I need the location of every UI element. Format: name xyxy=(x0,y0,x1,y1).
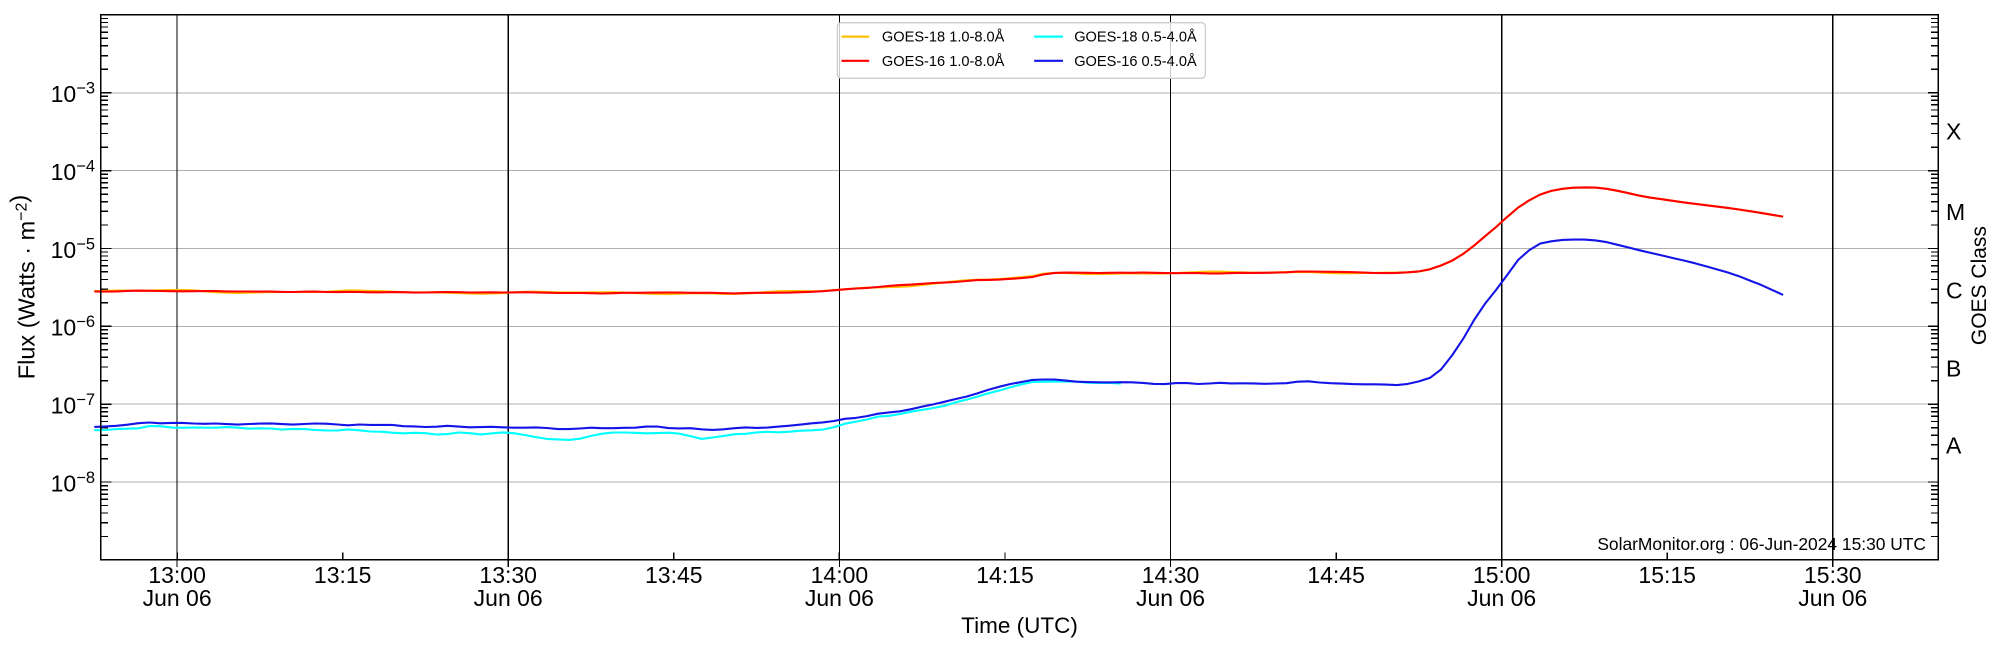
svg-text:14:00: 14:00 xyxy=(811,562,869,588)
svg-text:14:15: 14:15 xyxy=(976,562,1034,588)
svg-text:A: A xyxy=(1946,433,1962,459)
svg-text:B: B xyxy=(1946,356,1961,382)
svg-text:13:45: 13:45 xyxy=(645,562,703,588)
svg-text:X: X xyxy=(1946,119,1961,145)
svg-text:Jun 06: Jun 06 xyxy=(474,585,543,611)
svg-text:GOES-16 1.0-8.0Å: GOES-16 1.0-8.0Å xyxy=(882,53,1005,70)
svg-text:GOES Class: GOES Class xyxy=(1968,226,1991,345)
svg-text:M: M xyxy=(1946,199,1965,225)
svg-text:SolarMonitor.org : 06-Jun-2024: SolarMonitor.org : 06-Jun-2024 15:30 UTC xyxy=(1597,534,1926,554)
svg-text:Jun 06: Jun 06 xyxy=(805,585,874,611)
svg-text:13:00: 13:00 xyxy=(148,562,206,588)
svg-text:GOES-18 1.0-8.0Å: GOES-18 1.0-8.0Å xyxy=(882,29,1005,46)
svg-text:13:15: 13:15 xyxy=(314,562,372,588)
svg-text:C: C xyxy=(1946,278,1963,304)
svg-text:Jun 06: Jun 06 xyxy=(1467,585,1536,611)
svg-text:14:45: 14:45 xyxy=(1307,562,1365,588)
svg-text:15:30: 15:30 xyxy=(1804,562,1862,588)
svg-text:GOES-18 0.5-4.0Å: GOES-18 0.5-4.0Å xyxy=(1074,29,1197,46)
svg-text:Time (UTC): Time (UTC) xyxy=(961,613,1078,638)
svg-text:10−5: 10−5 xyxy=(51,235,95,263)
svg-text:Jun 06: Jun 06 xyxy=(143,585,212,611)
svg-text:15:00: 15:00 xyxy=(1473,562,1531,588)
svg-text:15:15: 15:15 xyxy=(1638,562,1696,588)
svg-text:Jun 06: Jun 06 xyxy=(1798,585,1867,611)
svg-text:14:30: 14:30 xyxy=(1142,562,1200,588)
svg-text:Jun 06: Jun 06 xyxy=(1136,585,1205,611)
svg-text:GOES-16 0.5-4.0Å: GOES-16 0.5-4.0Å xyxy=(1074,53,1197,70)
svg-text:13:30: 13:30 xyxy=(479,562,537,588)
